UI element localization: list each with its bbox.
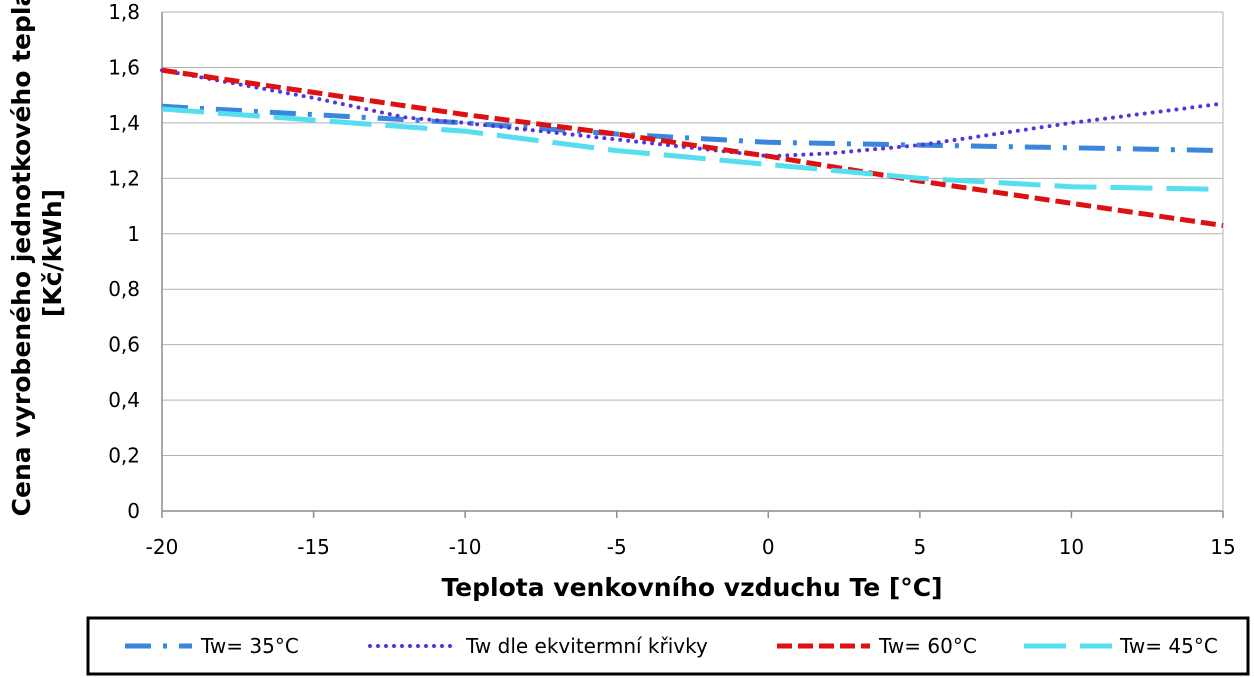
y-axis-title-line: Cena vyrobeného jednotkového tepla	[7, 0, 36, 516]
gridlines	[162, 11, 1223, 457]
axes	[161, 12, 1224, 518]
x-tick-label: 10	[1059, 535, 1084, 559]
y-tick-label: 1	[127, 222, 140, 246]
series-lines	[160, 67, 1225, 228]
y-tick-label: 0,2	[108, 444, 140, 468]
series-line	[161, 106, 1224, 192]
series-line	[161, 67, 1224, 228]
legend-label: Tw= 35°C	[200, 634, 299, 658]
x-tick-label: 15	[1210, 535, 1235, 559]
series-line	[160, 68, 1225, 159]
legend-label: Tw= 45°C	[1119, 634, 1218, 658]
tick-labels: 0 0,2 0,4 0,6 0,8 1 1,2 1,4 1,6 1,8 -20 -15 -10 -5 0 5 1…	[108, 0, 1236, 559]
x-tick-label: 0	[762, 535, 775, 559]
x-tick-label: -5	[607, 535, 627, 559]
legend: Tw= 35°C Tw dle ekvitermní křivky Tw= 60°C…	[86, 616, 1250, 676]
y-tick-label: 0,8	[108, 277, 140, 301]
x-tick-label: -10	[449, 535, 482, 559]
x-tick-label: -15	[297, 535, 330, 559]
y-axis-title: Cena vyrobeného jednotkového tepla[Kč/kW…	[7, 0, 67, 516]
y-tick-label: 1,6	[108, 55, 140, 79]
y-tick-label: 0,4	[108, 388, 140, 412]
y-tick-label: 1,4	[108, 111, 140, 135]
x-tick-label: 5	[913, 535, 926, 559]
legend-label: Tw= 60°C	[878, 634, 977, 658]
y-tick-label: 0	[127, 499, 140, 523]
legend-label: Tw dle ekvitermní křivky	[465, 634, 708, 658]
y-tick-label: 1,2	[108, 166, 140, 190]
x-tick-label: -20	[146, 535, 179, 559]
y-tick-label: 0,6	[108, 333, 140, 357]
y-axis-title-line: [Kč/kWh]	[38, 189, 67, 317]
x-axis-title: Teplota venkovního vzduchu Te [°C]	[441, 573, 942, 602]
series-line	[161, 103, 1224, 154]
y-tick-label: 1,8	[108, 0, 140, 24]
